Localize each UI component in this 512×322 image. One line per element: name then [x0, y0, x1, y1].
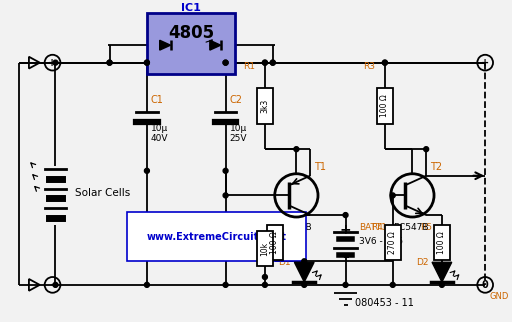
Circle shape — [270, 60, 275, 65]
Circle shape — [382, 60, 388, 65]
Text: R5: R5 — [420, 223, 432, 232]
Circle shape — [53, 282, 58, 287]
Circle shape — [439, 282, 444, 287]
Text: 100 Ω: 100 Ω — [437, 231, 446, 254]
Text: 100 Ω: 100 Ω — [380, 95, 389, 117]
Text: -: - — [342, 248, 349, 266]
Circle shape — [223, 282, 228, 287]
Text: 3k3: 3k3 — [261, 99, 269, 113]
Bar — [377, 88, 393, 124]
Text: 0: 0 — [482, 280, 488, 290]
Circle shape — [107, 60, 112, 65]
Circle shape — [223, 168, 228, 173]
Circle shape — [424, 147, 429, 152]
Text: D1: D1 — [278, 258, 290, 267]
Circle shape — [144, 60, 150, 65]
Circle shape — [263, 275, 267, 279]
Text: C1: C1 — [151, 95, 164, 105]
Text: +: + — [481, 58, 489, 68]
Text: T2: T2 — [430, 162, 442, 172]
FancyBboxPatch shape — [147, 14, 236, 74]
Circle shape — [382, 60, 388, 65]
Circle shape — [294, 147, 299, 152]
Text: 10µ: 10µ — [151, 124, 168, 133]
Text: R6: R6 — [243, 219, 255, 228]
Text: C2: C2 — [229, 95, 243, 105]
Circle shape — [223, 193, 228, 198]
Circle shape — [53, 60, 58, 65]
Bar — [257, 231, 273, 266]
Text: BATT1: BATT1 — [359, 223, 387, 232]
Circle shape — [343, 282, 348, 287]
Bar — [257, 88, 273, 124]
Bar — [267, 225, 283, 260]
Text: +: + — [340, 223, 351, 237]
Circle shape — [390, 193, 395, 198]
Polygon shape — [294, 262, 314, 282]
Text: 270 Ω: 270 Ω — [388, 231, 397, 254]
Circle shape — [263, 60, 267, 65]
Text: 25V: 25V — [229, 134, 247, 143]
Circle shape — [390, 282, 395, 287]
Text: 080453 - 11: 080453 - 11 — [355, 298, 414, 308]
Circle shape — [107, 60, 112, 65]
Polygon shape — [210, 40, 221, 50]
Circle shape — [263, 282, 267, 287]
Text: 3V6 - 4V5: 3V6 - 4V5 — [359, 237, 403, 246]
Text: R2: R2 — [253, 223, 265, 232]
Circle shape — [302, 259, 307, 264]
Polygon shape — [160, 40, 170, 50]
Circle shape — [144, 168, 150, 173]
Text: 10µ: 10µ — [229, 124, 247, 133]
Text: R4: R4 — [371, 223, 383, 232]
Circle shape — [270, 60, 275, 65]
Text: R3: R3 — [363, 62, 375, 71]
Circle shape — [144, 282, 150, 287]
Text: 100 Ω: 100 Ω — [270, 231, 279, 254]
Text: BC557B: BC557B — [276, 223, 312, 232]
Circle shape — [302, 282, 307, 287]
Circle shape — [223, 60, 228, 65]
Text: T1: T1 — [314, 162, 326, 172]
Circle shape — [223, 60, 228, 65]
Text: 10k: 10k — [261, 242, 269, 256]
Text: 40V: 40V — [151, 134, 168, 143]
Text: GND: GND — [489, 292, 508, 301]
Bar — [434, 225, 450, 260]
Text: IC1: IC1 — [181, 3, 201, 13]
Text: Solar Cells: Solar Cells — [75, 188, 131, 198]
Text: D2: D2 — [416, 258, 428, 267]
Text: -: - — [51, 280, 54, 290]
Text: BC547B: BC547B — [393, 223, 428, 232]
Circle shape — [263, 60, 267, 65]
Text: R1: R1 — [243, 62, 255, 71]
Text: 4805: 4805 — [168, 24, 214, 42]
Circle shape — [343, 213, 348, 218]
Text: +: + — [49, 58, 57, 68]
Bar — [385, 225, 400, 260]
Polygon shape — [432, 262, 452, 282]
Circle shape — [144, 60, 150, 65]
Text: www.ExtremeCircuits.net: www.ExtremeCircuits.net — [147, 232, 287, 242]
